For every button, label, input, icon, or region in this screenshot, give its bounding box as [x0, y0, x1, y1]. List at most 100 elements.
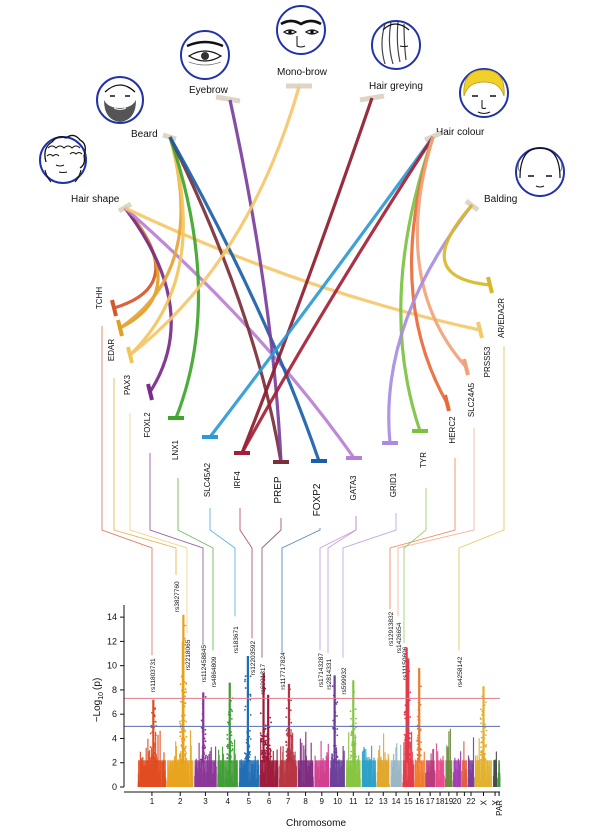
gene-stub-tchh: [110, 299, 118, 317]
peak-point: [350, 734, 352, 737]
peak-point: [331, 754, 334, 757]
peak-point: [264, 724, 267, 727]
chromosome-band: [239, 760, 259, 787]
gene-connectors: [110, 276, 494, 464]
snp-leader-lines: [101, 326, 505, 658]
peak-point: [179, 753, 182, 756]
peak-point: [227, 743, 229, 746]
link-hair-colour-tyr: [399, 136, 435, 432]
y-tick-label: 2: [112, 758, 117, 768]
link-eyebrow-prep: [228, 99, 283, 463]
peak-point: [285, 741, 288, 744]
peak-point: [407, 760, 410, 763]
chromosome-label: 8: [303, 797, 308, 806]
snp-label: rs4258142: [457, 656, 464, 687]
peak-point: [336, 728, 339, 730]
peak-point: [184, 730, 187, 732]
peak-point: [336, 756, 339, 758]
snp-leader-line: [261, 518, 282, 658]
peak-point: [265, 749, 268, 752]
peak-point: [354, 722, 357, 725]
gene-stub-foxl2: [146, 383, 154, 401]
peak-point: [480, 708, 482, 711]
snp-leader-line: [281, 528, 321, 653]
peak-point: [179, 735, 182, 738]
bearded-face-icon: [96, 76, 144, 124]
gene-label: PREP: [273, 476, 284, 504]
blond-hair-face-icon: [459, 68, 509, 118]
link-hair-colour-slc45a2: [208, 136, 435, 438]
chromosome-label: 14: [392, 797, 401, 806]
trait-label-eyebrow: Eyebrow: [189, 85, 229, 96]
peak-point: [407, 703, 410, 706]
chromosome-band: [314, 760, 330, 787]
peak-point: [484, 759, 487, 761]
snp-label: rs17143287: [318, 653, 325, 688]
trait-anchor-hair-colour: [423, 130, 443, 143]
link-balding-ar-eda2r: [442, 203, 491, 287]
peak-point: [270, 755, 272, 758]
trait-gene-links: [113, 86, 491, 463]
peak-point: [268, 744, 271, 747]
trait-label-beard: Beard: [131, 129, 158, 140]
peak-point: [286, 734, 289, 737]
peak-point: [180, 700, 182, 703]
bald-head-icon: [515, 147, 565, 197]
snp-label: rs4864809: [211, 656, 218, 687]
snp-label: rs3827760: [174, 581, 181, 612]
snp-label: rs599932: [341, 667, 348, 694]
peak-point: [350, 717, 352, 720]
snp-leader-line: [113, 378, 177, 576]
gene-label: PRSS53: [483, 346, 492, 377]
trait-icons: [39, 5, 565, 197]
y-axis-label-subscript: 10: [98, 692, 105, 700]
gene-stub-slc24a5: [462, 358, 470, 376]
peak-point: [154, 734, 157, 736]
link-hair-greying-irf4: [240, 97, 374, 454]
peak-point: [249, 693, 252, 696]
peak-point: [179, 731, 182, 733]
peak-point: [179, 720, 181, 723]
peak-point: [205, 754, 207, 757]
peak-point: [249, 738, 252, 740]
link-hair-colour-slc24a5: [415, 136, 468, 369]
peak-point: [180, 759, 183, 761]
peak-point: [354, 759, 357, 761]
peak-point: [244, 758, 247, 760]
link-hair-shape-prss53: [124, 206, 481, 332]
peak-point: [409, 732, 412, 735]
peak-point: [184, 624, 187, 627]
chromosome-band: [279, 760, 297, 787]
peak-point: [264, 742, 267, 745]
peak-point: [260, 740, 262, 743]
chromosome-band: [259, 760, 279, 787]
peak-point: [403, 713, 406, 716]
gene-label: GRID1: [389, 472, 398, 497]
peak-point: [259, 732, 262, 734]
peak-point: [354, 708, 357, 711]
peak-point: [231, 710, 234, 713]
peak-point: [180, 724, 182, 727]
snp-label: rs2814331: [326, 659, 333, 690]
peak-point: [244, 705, 247, 708]
chromosome-band: [414, 760, 425, 787]
chromosome-label: Y: [491, 799, 500, 805]
peak-point: [290, 756, 293, 759]
peak-point: [249, 698, 252, 701]
peak-point: [290, 751, 293, 754]
peak-point: [416, 753, 419, 756]
chromosome-band: [297, 760, 314, 787]
snp-label: rs12913832: [388, 611, 395, 646]
peak-point: [264, 735, 267, 738]
gene-stub-edar: [116, 319, 124, 337]
peak-point: [349, 757, 352, 759]
peak-point: [264, 740, 267, 742]
snp-leader-line: [149, 453, 204, 646]
peak-point: [354, 736, 357, 739]
peak-point: [355, 755, 357, 758]
peak-point: [285, 729, 288, 732]
peak-point: [154, 761, 157, 764]
